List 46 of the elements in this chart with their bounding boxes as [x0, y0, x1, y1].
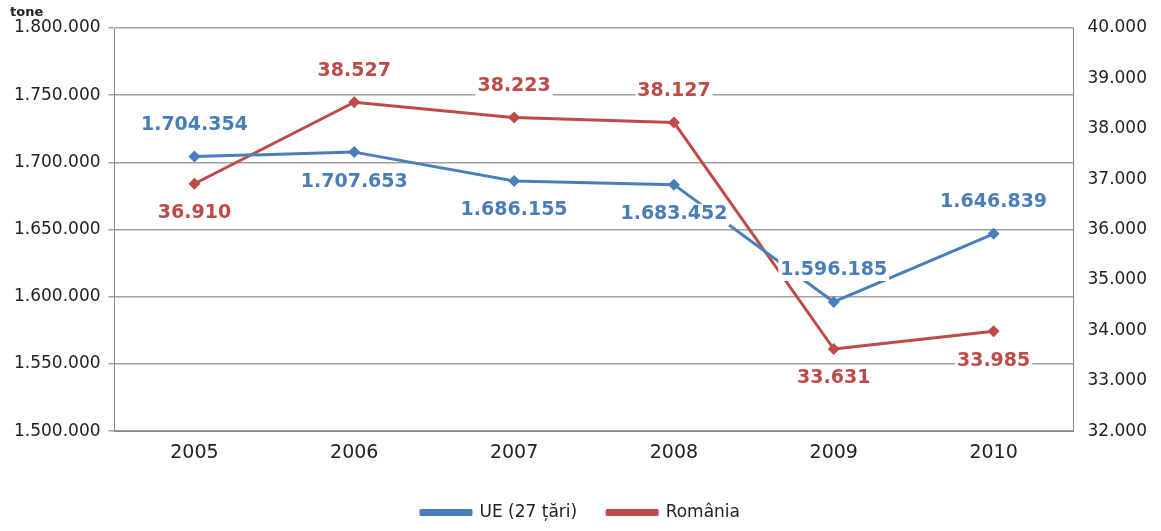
y2-tick-label: 40.000 [1087, 16, 1147, 37]
y-tick-label: 1.700.000 [13, 150, 101, 171]
y-tick-label: 1.800.000 [13, 16, 101, 37]
y2-tick-label: 37.000 [1087, 167, 1147, 188]
data-label: 1.707.653 [300, 168, 408, 191]
y2-tick-label: 39.000 [1087, 66, 1147, 87]
y-tick-label: 1.750.000 [13, 83, 101, 104]
point [348, 146, 361, 159]
data-label: 36.910 [157, 200, 232, 223]
y2-tick-label: 34.000 [1087, 318, 1147, 339]
point [188, 177, 201, 190]
x-tick-label: 2005 [170, 439, 219, 462]
y2-tick-label: 36.000 [1087, 218, 1147, 239]
point [348, 96, 361, 109]
point [827, 343, 840, 355]
y2-tick-label: 35.000 [1087, 268, 1147, 289]
point [827, 295, 840, 308]
legend-label: UE (27 țări) [479, 500, 578, 521]
x-tick-label: 2007 [489, 439, 539, 462]
data-label: 1.596.185 [780, 257, 888, 280]
point [987, 325, 1000, 338]
data-label: 33.985 [956, 347, 1031, 370]
y2-tick-label: 38.000 [1087, 117, 1147, 138]
data-label: 1.686.155 [460, 197, 568, 220]
data-label: 1.683.452 [620, 201, 728, 224]
point [508, 111, 521, 124]
point [987, 227, 1000, 240]
data-label: 38.127 [637, 77, 711, 100]
y-tick-label: 1.650.000 [13, 218, 101, 239]
x-tick-label: 2010 [969, 439, 1018, 462]
y-tick-label: 1.500.000 [13, 419, 101, 440]
y-tick-label: 1.600.000 [13, 285, 101, 306]
data-label: 38.223 [477, 73, 551, 95]
y2-tick-label: 32.000 [1087, 419, 1147, 440]
x-tick-label: 2006 [330, 439, 379, 462]
data-label: 1.704.354 [140, 111, 248, 134]
x-tick-label: 2009 [809, 439, 858, 462]
x-tick-label: 2008 [649, 439, 699, 462]
data-label: 1.646.839 [940, 189, 1048, 212]
data-label: 33.631 [797, 365, 871, 388]
point [188, 150, 201, 163]
y-tick-label: 1.550.000 [13, 352, 101, 373]
y-axis-title: tone [10, 3, 44, 19]
y2-tick-label: 33.000 [1087, 369, 1147, 390]
data-label: 38.527 [317, 57, 391, 80]
legend-label: România [665, 500, 741, 521]
